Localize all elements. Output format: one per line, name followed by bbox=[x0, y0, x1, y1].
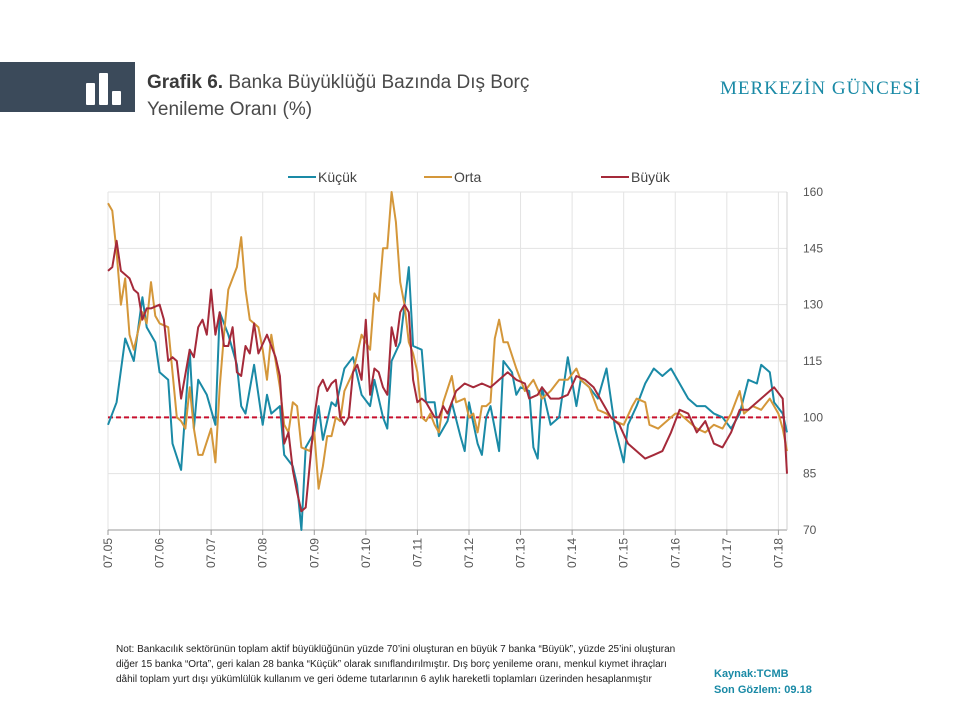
x-tick-label: 07.08 bbox=[256, 538, 270, 568]
y-tick-label: 145 bbox=[803, 241, 823, 255]
y-tick-label: 160 bbox=[803, 185, 823, 199]
title-text: Banka Büyüklüğü Bazında Dış Borç Yenilem… bbox=[147, 72, 530, 120]
y-tick-label: 130 bbox=[803, 298, 823, 312]
x-tick-label: 07.05 bbox=[101, 538, 115, 568]
x-tick-label: 07.16 bbox=[668, 538, 682, 568]
legend-label-3: Büyük bbox=[631, 169, 671, 185]
bar-chart-icon bbox=[86, 73, 121, 105]
x-tick-label: 07.14 bbox=[565, 538, 579, 568]
brand-logo: MERKEZİN GÜNCESİ bbox=[720, 78, 922, 99]
source-block: Kaynak:TCMB Son Gözlem: 09.18 bbox=[714, 666, 812, 698]
y-tick-label: 85 bbox=[803, 467, 817, 481]
x-tick-label: 07.11 bbox=[410, 538, 424, 567]
title-prefix: Grafik 6. bbox=[147, 72, 224, 93]
x-tick-label: 07.07 bbox=[204, 538, 218, 568]
y-tick-label: 70 bbox=[803, 523, 817, 537]
x-tick-label: 07.12 bbox=[462, 538, 476, 568]
series-line-3 bbox=[107, 239, 788, 513]
y-tick-label: 100 bbox=[803, 410, 823, 424]
legend-label-1: Küçük bbox=[318, 169, 358, 185]
x-tick-label: 07.17 bbox=[720, 538, 734, 568]
x-tick-label: 07.15 bbox=[617, 538, 631, 568]
x-tick-label: 07.10 bbox=[359, 538, 373, 568]
legend-label-2: Orta bbox=[454, 169, 481, 185]
x-tick-label: 07.13 bbox=[514, 538, 528, 568]
x-tick-label: 07.18 bbox=[771, 538, 785, 568]
series-line-1 bbox=[107, 266, 788, 531]
chart-title: Grafik 6. Banka Büyüklüğü Bazında Dış Bo… bbox=[147, 69, 607, 123]
footnote: Not: Bankacılık sektörünün toplam aktif … bbox=[116, 644, 676, 685]
y-tick-label: 115 bbox=[803, 354, 822, 368]
x-tick-label: 07.06 bbox=[153, 538, 167, 568]
x-tick-label: 07.09 bbox=[307, 538, 321, 568]
series-line-2 bbox=[107, 191, 788, 490]
source-label: Kaynak:TCMB bbox=[714, 668, 789, 680]
last-observation: Son Gözlem: 09.18 bbox=[714, 684, 812, 696]
